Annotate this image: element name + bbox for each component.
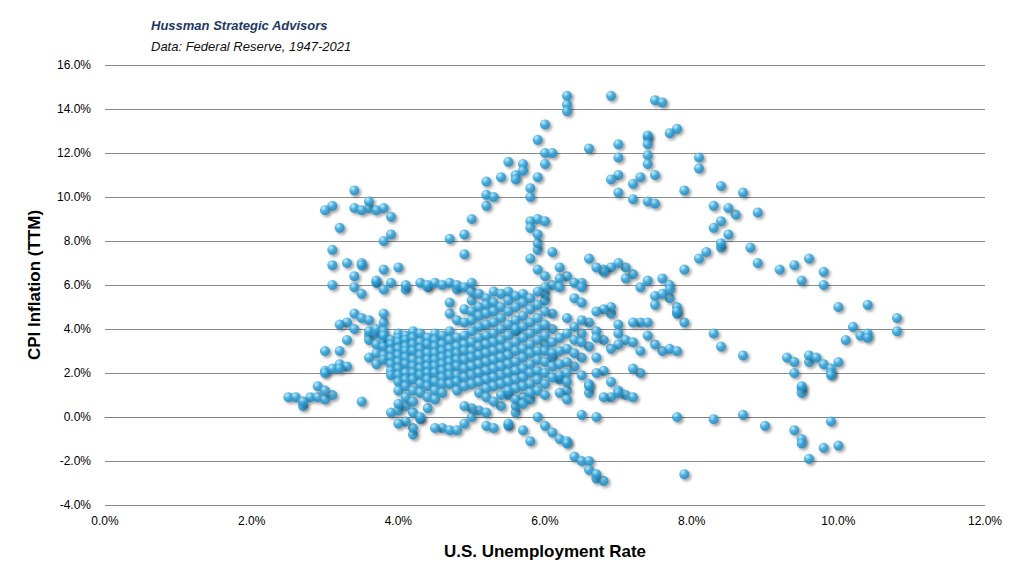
- svg-text:10.0%: 10.0%: [821, 514, 855, 528]
- svg-text:2.0%: 2.0%: [64, 366, 92, 380]
- svg-text:14.0%: 14.0%: [57, 102, 91, 116]
- svg-text:CPI Inflation (TTM): CPI Inflation (TTM): [25, 210, 44, 360]
- svg-text:12.0%: 12.0%: [968, 514, 1002, 528]
- svg-text:4.0%: 4.0%: [385, 514, 413, 528]
- svg-text:0.0%: 0.0%: [91, 514, 119, 528]
- svg-text:6.0%: 6.0%: [64, 278, 92, 292]
- svg-text:Hussman Strategic Advisors: Hussman Strategic Advisors: [151, 18, 328, 33]
- svg-text:10.0%: 10.0%: [57, 190, 91, 204]
- svg-text:4.0%: 4.0%: [64, 322, 92, 336]
- svg-text:-2.0%: -2.0%: [60, 454, 92, 468]
- svg-text:2.0%: 2.0%: [238, 514, 266, 528]
- svg-text:-4.0%: -4.0%: [60, 498, 92, 512]
- svg-text:8.0%: 8.0%: [64, 234, 92, 248]
- svg-text:8.0%: 8.0%: [678, 514, 706, 528]
- svg-text:6.0%: 6.0%: [531, 514, 559, 528]
- svg-text:0.0%: 0.0%: [64, 410, 92, 424]
- svg-text:16.0%: 16.0%: [57, 58, 91, 72]
- svg-text:12.0%: 12.0%: [57, 146, 91, 160]
- svg-text:U.S. Unemployment Rate: U.S. Unemployment Rate: [444, 542, 646, 561]
- svg-text:Data: Federal Reserve, 1947-20: Data: Federal Reserve, 1947-2021: [151, 39, 351, 54]
